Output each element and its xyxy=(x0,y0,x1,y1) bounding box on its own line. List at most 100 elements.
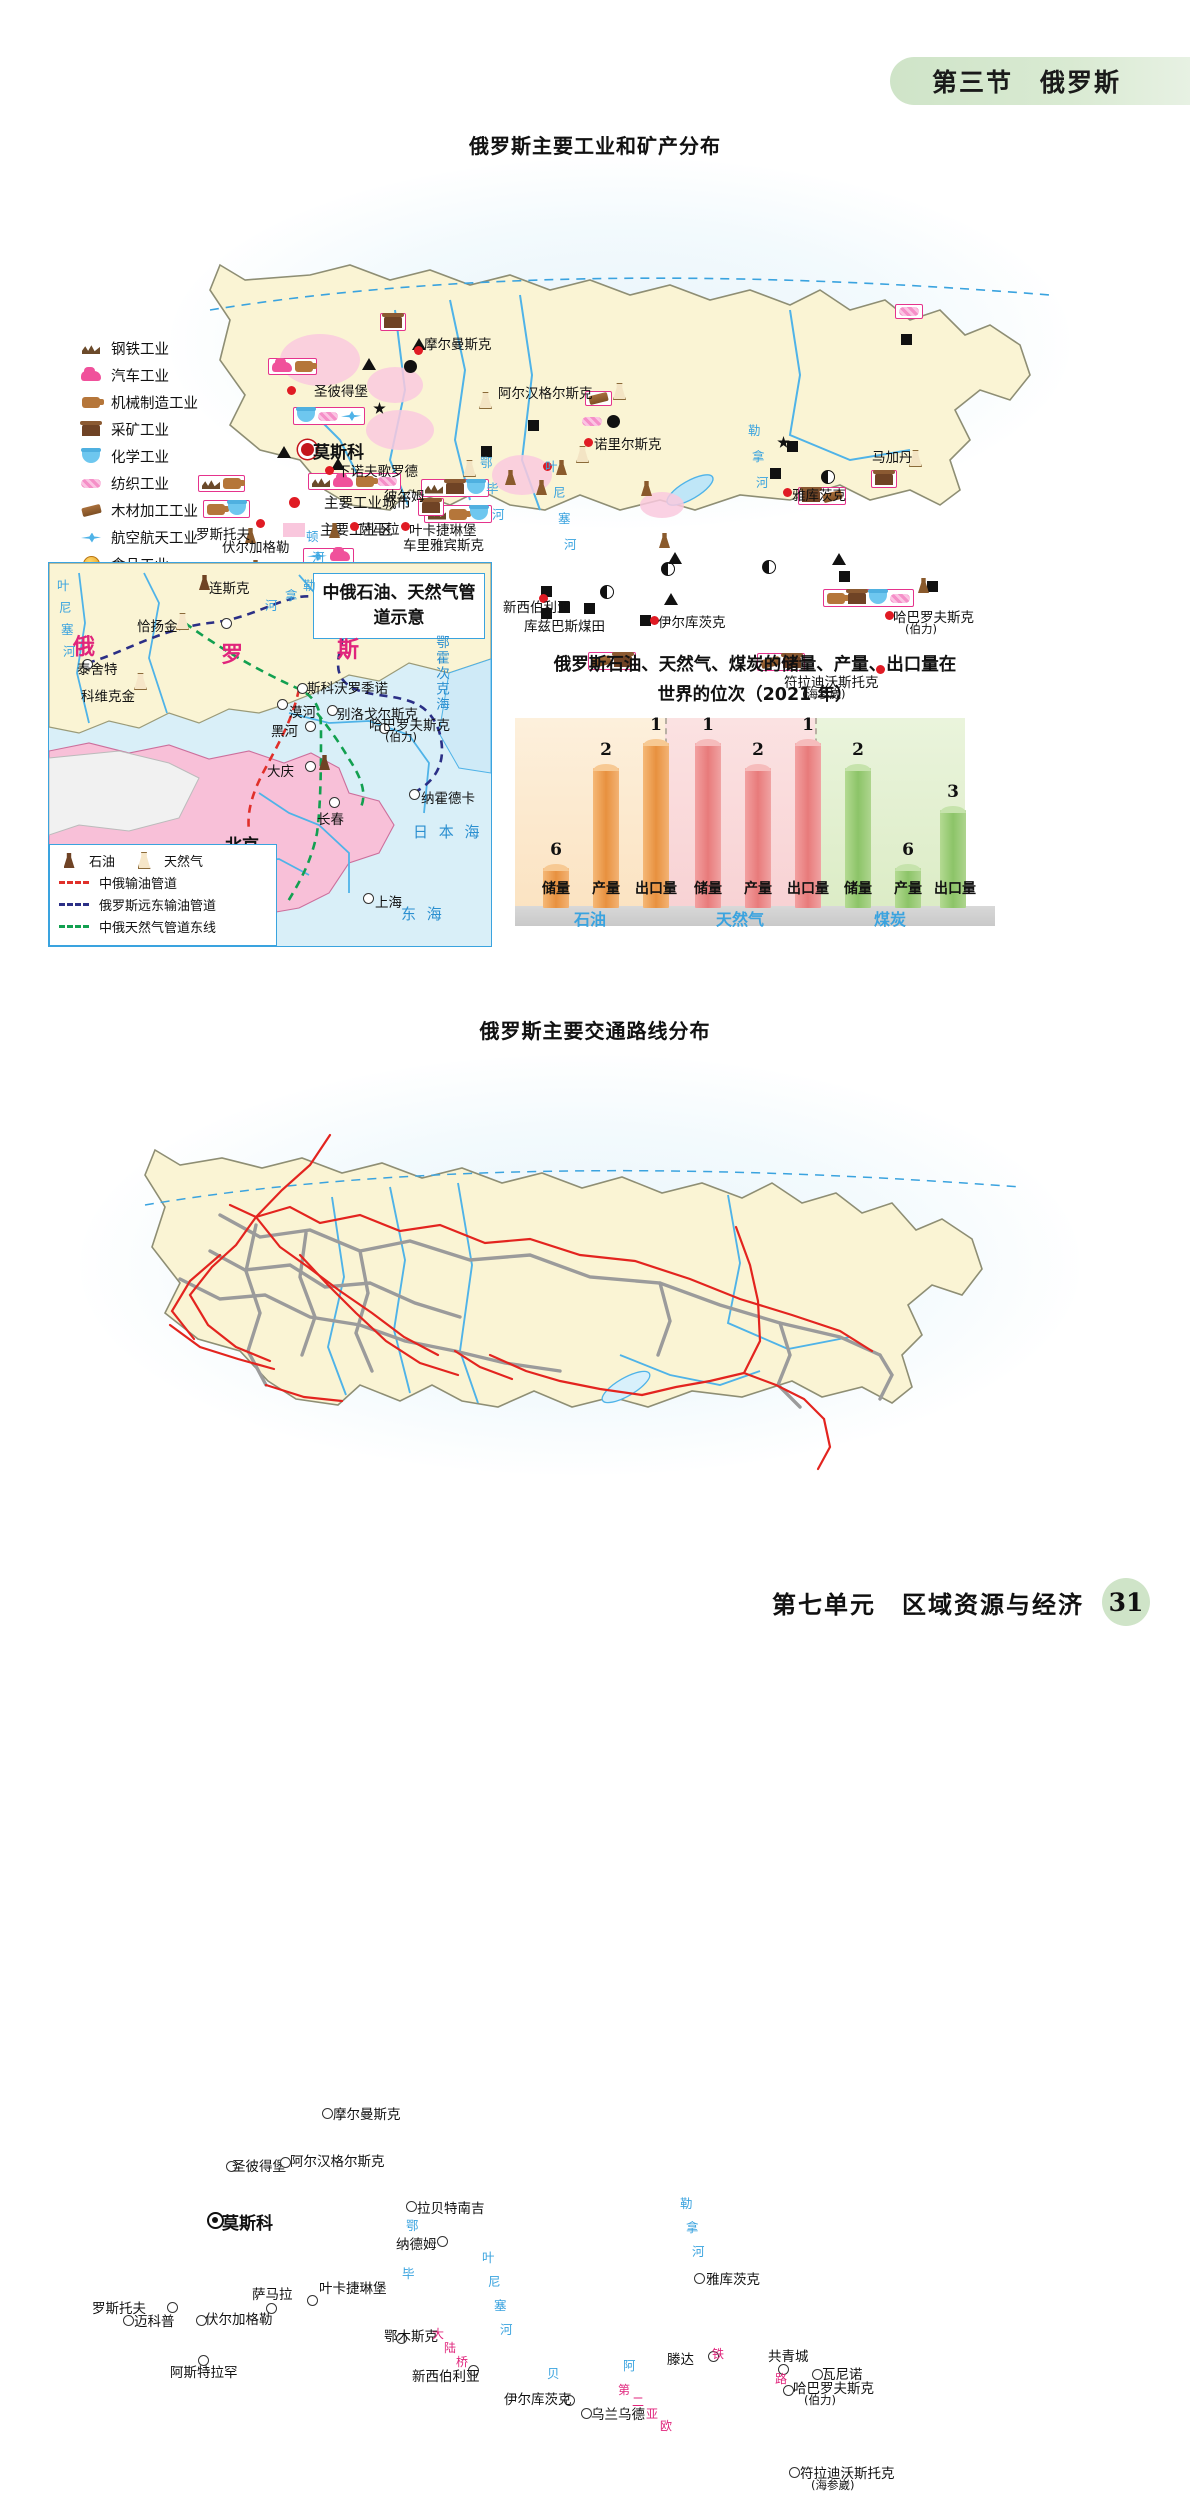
group-bg-oil xyxy=(515,718,665,908)
bar-cap xyxy=(795,739,821,746)
bar-cap xyxy=(895,864,921,871)
textile-industry-icon xyxy=(377,477,397,486)
city-label-yakutsk: 雅库茨克 xyxy=(706,2272,760,2288)
label-kuzbass-coalfield: 库兹巴斯煤田 xyxy=(524,619,605,635)
bar-body xyxy=(543,868,569,908)
nickel-deposit-marker xyxy=(607,415,620,428)
river-label: 勒 xyxy=(680,2196,693,2211)
diamond-deposit-marker xyxy=(373,402,386,414)
iron-deposit-marker xyxy=(668,552,682,564)
tick-oil-export: 出口量 xyxy=(635,881,677,897)
car-industry-icon xyxy=(80,366,102,384)
coal-deposit-marker xyxy=(541,608,552,619)
city-dot xyxy=(650,616,659,625)
city-label-arkhangelsk: 阿尔汉格尔斯克 xyxy=(498,386,593,402)
river-label: 拿 xyxy=(686,2220,699,2235)
river-label: 河 xyxy=(312,550,325,565)
coal-deposit-marker xyxy=(640,615,651,626)
industry-legend-secondary: 主要工业城市 主要工业区 xyxy=(283,492,411,546)
tick-coal-production: 产量 xyxy=(894,881,922,897)
oil-deposit-marker xyxy=(918,578,929,593)
chemical-industry-icon xyxy=(868,589,888,604)
oil-deposit-marker xyxy=(536,480,547,495)
river-label: 毕 xyxy=(486,481,499,496)
railway-label: 路 xyxy=(775,2372,788,2386)
nickel-deposit-marker xyxy=(404,360,417,373)
place-label-taishet: 泰舍特 xyxy=(77,662,118,678)
bar-cap xyxy=(543,864,569,871)
river-label: 勒 xyxy=(748,423,761,438)
legend-label: 采矿工业 xyxy=(111,423,169,439)
city-label-yekaterinburg: 叶卡捷琳堡 xyxy=(409,523,477,539)
city-label-yakutsk: 雅库茨克 xyxy=(792,488,846,504)
legend-label: 木材加工工业 xyxy=(111,504,198,520)
river-label: 勒 xyxy=(303,578,316,593)
bar-value-label: 1 xyxy=(650,715,662,735)
city-label-volgograd: 伏尔加格勒 xyxy=(205,2312,273,2328)
city-label-murmansk: 摩尔曼斯克 xyxy=(333,2107,401,2123)
place-marker xyxy=(327,705,338,716)
group-label-gas: 天然气 xyxy=(715,910,764,929)
city-marker xyxy=(123,2315,134,2326)
iron-deposit-marker xyxy=(362,358,376,370)
legend-label: 主要工业城市 xyxy=(324,496,411,512)
river-label: 塞 xyxy=(494,2298,507,2313)
place-label-nakhodka: 纳霍德卡 xyxy=(421,791,475,807)
green-dashed-line-icon xyxy=(58,919,90,935)
legend-label: 钢铁工业 xyxy=(111,342,169,358)
russia-landmass-transport xyxy=(144,1133,1021,1471)
city-label-novosibirsk: 新西伯利亚 xyxy=(503,600,571,616)
chemical-industry-icon xyxy=(469,505,489,520)
mining-industry-icon xyxy=(444,479,466,494)
bar-body xyxy=(845,768,871,908)
city-label-yekaterinburg: 叶卡捷琳堡 xyxy=(319,2281,387,2297)
major-industrial-city-icon xyxy=(283,495,305,511)
city-label-rostov: 罗斯托夫 xyxy=(196,527,250,543)
oil-field-icon xyxy=(319,755,330,770)
unit-title: 第七单元 区域资源与经济 xyxy=(772,1589,1084,1619)
bar-value-label: 6 xyxy=(902,840,914,860)
city-label-murmansk: 摩尔曼斯克 xyxy=(424,337,492,353)
sea-label-okhotsk: 鄂霍次克海 xyxy=(433,635,449,713)
bar-cap xyxy=(593,764,619,771)
place-marker xyxy=(82,659,93,670)
city-marker xyxy=(789,2467,800,2478)
river-label: 塞 xyxy=(558,511,571,526)
railway-label: 桥 xyxy=(456,2355,469,2369)
legend-item-major-city: 主要工业城市 xyxy=(283,492,411,513)
page-footer: 第七单元 区域资源与经济 31 xyxy=(772,1578,1150,1626)
river-label: 河 xyxy=(564,537,577,552)
coal-deposit-marker xyxy=(528,420,539,431)
city-label-novosibirsk: 新西伯利亚 xyxy=(412,2369,480,2385)
river-label: 拿 xyxy=(285,588,298,603)
gold-deposit-marker xyxy=(821,470,835,484)
place-label-khabarovsk: 哈巴罗夫斯克 xyxy=(369,718,450,734)
callout-moscow xyxy=(293,407,365,425)
city-label-labytnangi: 拉贝特南吉 xyxy=(417,2201,485,2217)
chart-title-line-1: 俄罗斯石油、天然气、煤炭的储量、产量、出口量在 xyxy=(553,655,957,675)
callout-yakutsk xyxy=(798,487,846,505)
tick-coal-export: 出口量 xyxy=(934,881,976,897)
river-label: 拿 xyxy=(752,449,765,464)
city-label-moscow: 莫斯科 xyxy=(313,443,364,463)
city-label-irkutsk: 伊尔库茨克 xyxy=(504,2392,572,2408)
bar-cap xyxy=(695,739,721,746)
city-dot xyxy=(876,665,885,674)
mining-industry-icon xyxy=(846,589,868,604)
city-label-khabarovsk: 哈巴罗夫斯克 xyxy=(893,610,974,626)
legend-label: 中俄输油管道 xyxy=(99,877,178,892)
railway-label: 陆 xyxy=(444,2341,457,2355)
textile-industry-icon xyxy=(890,593,910,603)
place-label-changchun: 长春 xyxy=(317,812,344,828)
bar-value-label: 3 xyxy=(947,782,959,802)
callout-khabarovsk xyxy=(823,589,914,607)
country-label-ru-3: 斯 xyxy=(337,638,360,663)
city-label-astrakhan: 阿斯特拉罕 xyxy=(170,2365,238,2381)
group-bg-gas xyxy=(665,718,815,908)
callout-vladivostok xyxy=(757,653,805,671)
legend-label: 石油 xyxy=(89,855,116,870)
callout-murmansk xyxy=(380,313,406,331)
coal-deposit-marker xyxy=(481,446,492,457)
legend-item-cn-ru-oil-pipeline: 中俄输油管道 xyxy=(58,873,268,892)
coal-deposit-marker xyxy=(839,571,850,582)
